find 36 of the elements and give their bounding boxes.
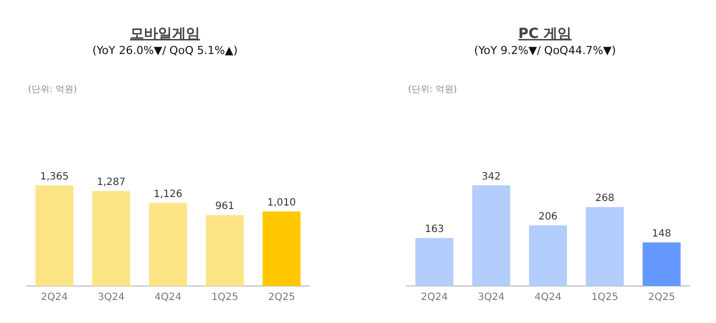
bar — [529, 225, 567, 286]
x-tick-label: 3Q24 — [98, 292, 125, 303]
data-label: 163 — [424, 224, 444, 236]
x-tick-label: 4Q24 — [534, 292, 562, 303]
data-label: 961 — [215, 201, 234, 212]
bar — [149, 202, 187, 286]
data-label: 148 — [652, 228, 672, 240]
x-tick-label: 3Q24 — [478, 292, 505, 303]
x-tick-label: 1Q25 — [591, 292, 618, 303]
bar — [586, 207, 624, 286]
chart-title: 모바일게임 — [130, 26, 200, 42]
bar — [92, 191, 130, 286]
chart-title: PC 게임 — [518, 26, 572, 42]
text: (단위: 억원) — [408, 85, 457, 95]
data-label: 206 — [538, 211, 558, 222]
data-label: 1,365 — [40, 171, 69, 182]
data-label: 342 — [482, 171, 501, 182]
bar — [35, 185, 74, 286]
bar — [262, 211, 301, 286]
chart-subtitle: (YoY 9.2%▼/ QoQ44.7%▼) — [474, 44, 616, 57]
data-label: 268 — [595, 193, 614, 204]
chart-subtitle: (YoY 26.0%▼/ QoQ 5.1%▲) — [92, 44, 238, 57]
text: (단위: 억원) — [28, 85, 77, 95]
bar — [206, 215, 244, 286]
bar — [415, 238, 454, 286]
bar — [472, 185, 510, 286]
x-tick-label: 2Q24 — [420, 292, 448, 303]
bar — [642, 242, 681, 286]
data-label: 1,287 — [96, 177, 126, 188]
x-tick-label: 4Q24 — [154, 292, 182, 303]
x-tick-label: 1Q25 — [211, 292, 238, 303]
data-label: 1,126 — [154, 188, 182, 200]
data-label: 1,010 — [267, 197, 296, 208]
x-tick-label: 2Q25 — [268, 292, 296, 303]
x-tick-label: 2Q25 — [648, 292, 676, 303]
x-tick-label: 2Q24 — [40, 292, 68, 303]
